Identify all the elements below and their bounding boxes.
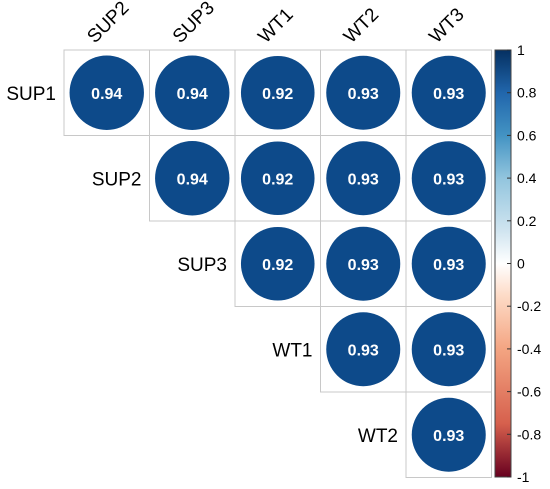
correlation-value-sup2-wt1: 0.92 [262,171,293,188]
colorbar-tick-label-10: -1 [517,469,530,485]
correlation-value-sup1-wt2: 0.93 [348,86,379,103]
colorbar-tick-label-0: 1 [517,42,525,58]
column-label-wt3: WT3 [425,4,468,47]
row-label-wt2: WT2 [358,426,398,447]
column-label-wt2: WT2 [340,4,383,47]
correlation-circle-sup1-wt3 [411,55,486,130]
colorbar-tick-label-3: 0.4 [517,170,537,186]
correlation-value-sup3-wt1: 0.92 [262,257,293,274]
row-label-wt1: WT1 [272,340,312,361]
correlation-circle-sup2-wt3 [411,141,486,216]
correlation-circle-sup3-wt1 [240,226,315,301]
correlation-value-sup1-wt3: 0.93 [433,86,464,103]
correlation-circle-sup1-sup2 [69,55,144,130]
correlation-circle-sup1-wt2 [326,55,401,130]
correlation-circle-sup2-wt1 [240,141,315,216]
correlation-circle-sup2-wt2 [326,141,401,216]
row-label-sup2: SUP2 [92,169,142,190]
correlation-value-wt2-wt3: 0.93 [433,428,464,445]
column-label-sup3: SUP3 [169,0,219,48]
circle-layer: 0.94 0.94 0.92 0.93 0.93 0.94 0.92 0.93 0.93 0.92… [69,55,486,472]
colorbar-tick-label-9: -0.8 [517,426,541,442]
grid-layer [63,49,492,478]
colorbar-tick-label-2: 0.6 [517,127,537,143]
correlation-value-sup2-sup3: 0.94 [177,171,208,188]
row-label-layer: SUP1 SUP2 SUP3 WT1 WT2 [6,84,398,447]
row-label-sup1: SUP1 [6,84,56,105]
correlation-circle-sup3-wt3 [411,226,486,301]
correlation-circle-wt1-wt2 [326,312,401,387]
colorbar: 1 0.8 0.6 0.4 0.2 0 -0.2 -0.4 -0.6 -0.8 -1 [494,42,541,485]
column-label-layer: SUP2 SUP3 WT1 WT2 WT3 [83,0,468,48]
correlation-circle-sup1-wt1 [240,55,315,130]
correlation-value-sup2-wt2: 0.93 [348,171,379,188]
column-label-sup2: SUP2 [83,0,133,48]
colorbar-tick-label-8: -0.6 [517,384,541,400]
correlation-value-sup1-wt1: 0.92 [262,86,293,103]
correlation-circle-sup3-wt2 [326,226,401,301]
correlation-circle-sup2-sup3 [155,141,230,216]
grid-cell-wt2-wt3 [405,391,492,478]
correlation-circle-wt2-wt3 [411,397,486,472]
colorbar-tick-label-1: 0.8 [517,85,537,101]
colorbar-tick-label-6: -0.2 [517,298,541,314]
correlation-value-sup1-sup3: 0.94 [177,86,208,103]
correlation-circle-sup1-sup3 [155,55,230,130]
correlation-value-sup3-wt3: 0.93 [433,257,464,274]
colorbar-tick-label-5: 0 [517,256,525,272]
colorbar-tick-label-4: 0.2 [517,213,537,229]
correlation-circle-wt1-wt3 [411,312,486,387]
correlation-value-sup1-sup2: 0.94 [91,86,122,103]
correlation-value-wt1-wt3: 0.93 [433,342,464,359]
correlation-value-wt1-wt2: 0.93 [348,342,379,359]
row-label-sup3: SUP3 [177,255,227,276]
correlation-value-sup3-wt2: 0.93 [348,257,379,274]
colorbar-tick-label-7: -0.4 [517,341,541,357]
column-label-wt1: WT1 [254,4,297,47]
correlation-value-sup2-wt3: 0.93 [433,171,464,188]
